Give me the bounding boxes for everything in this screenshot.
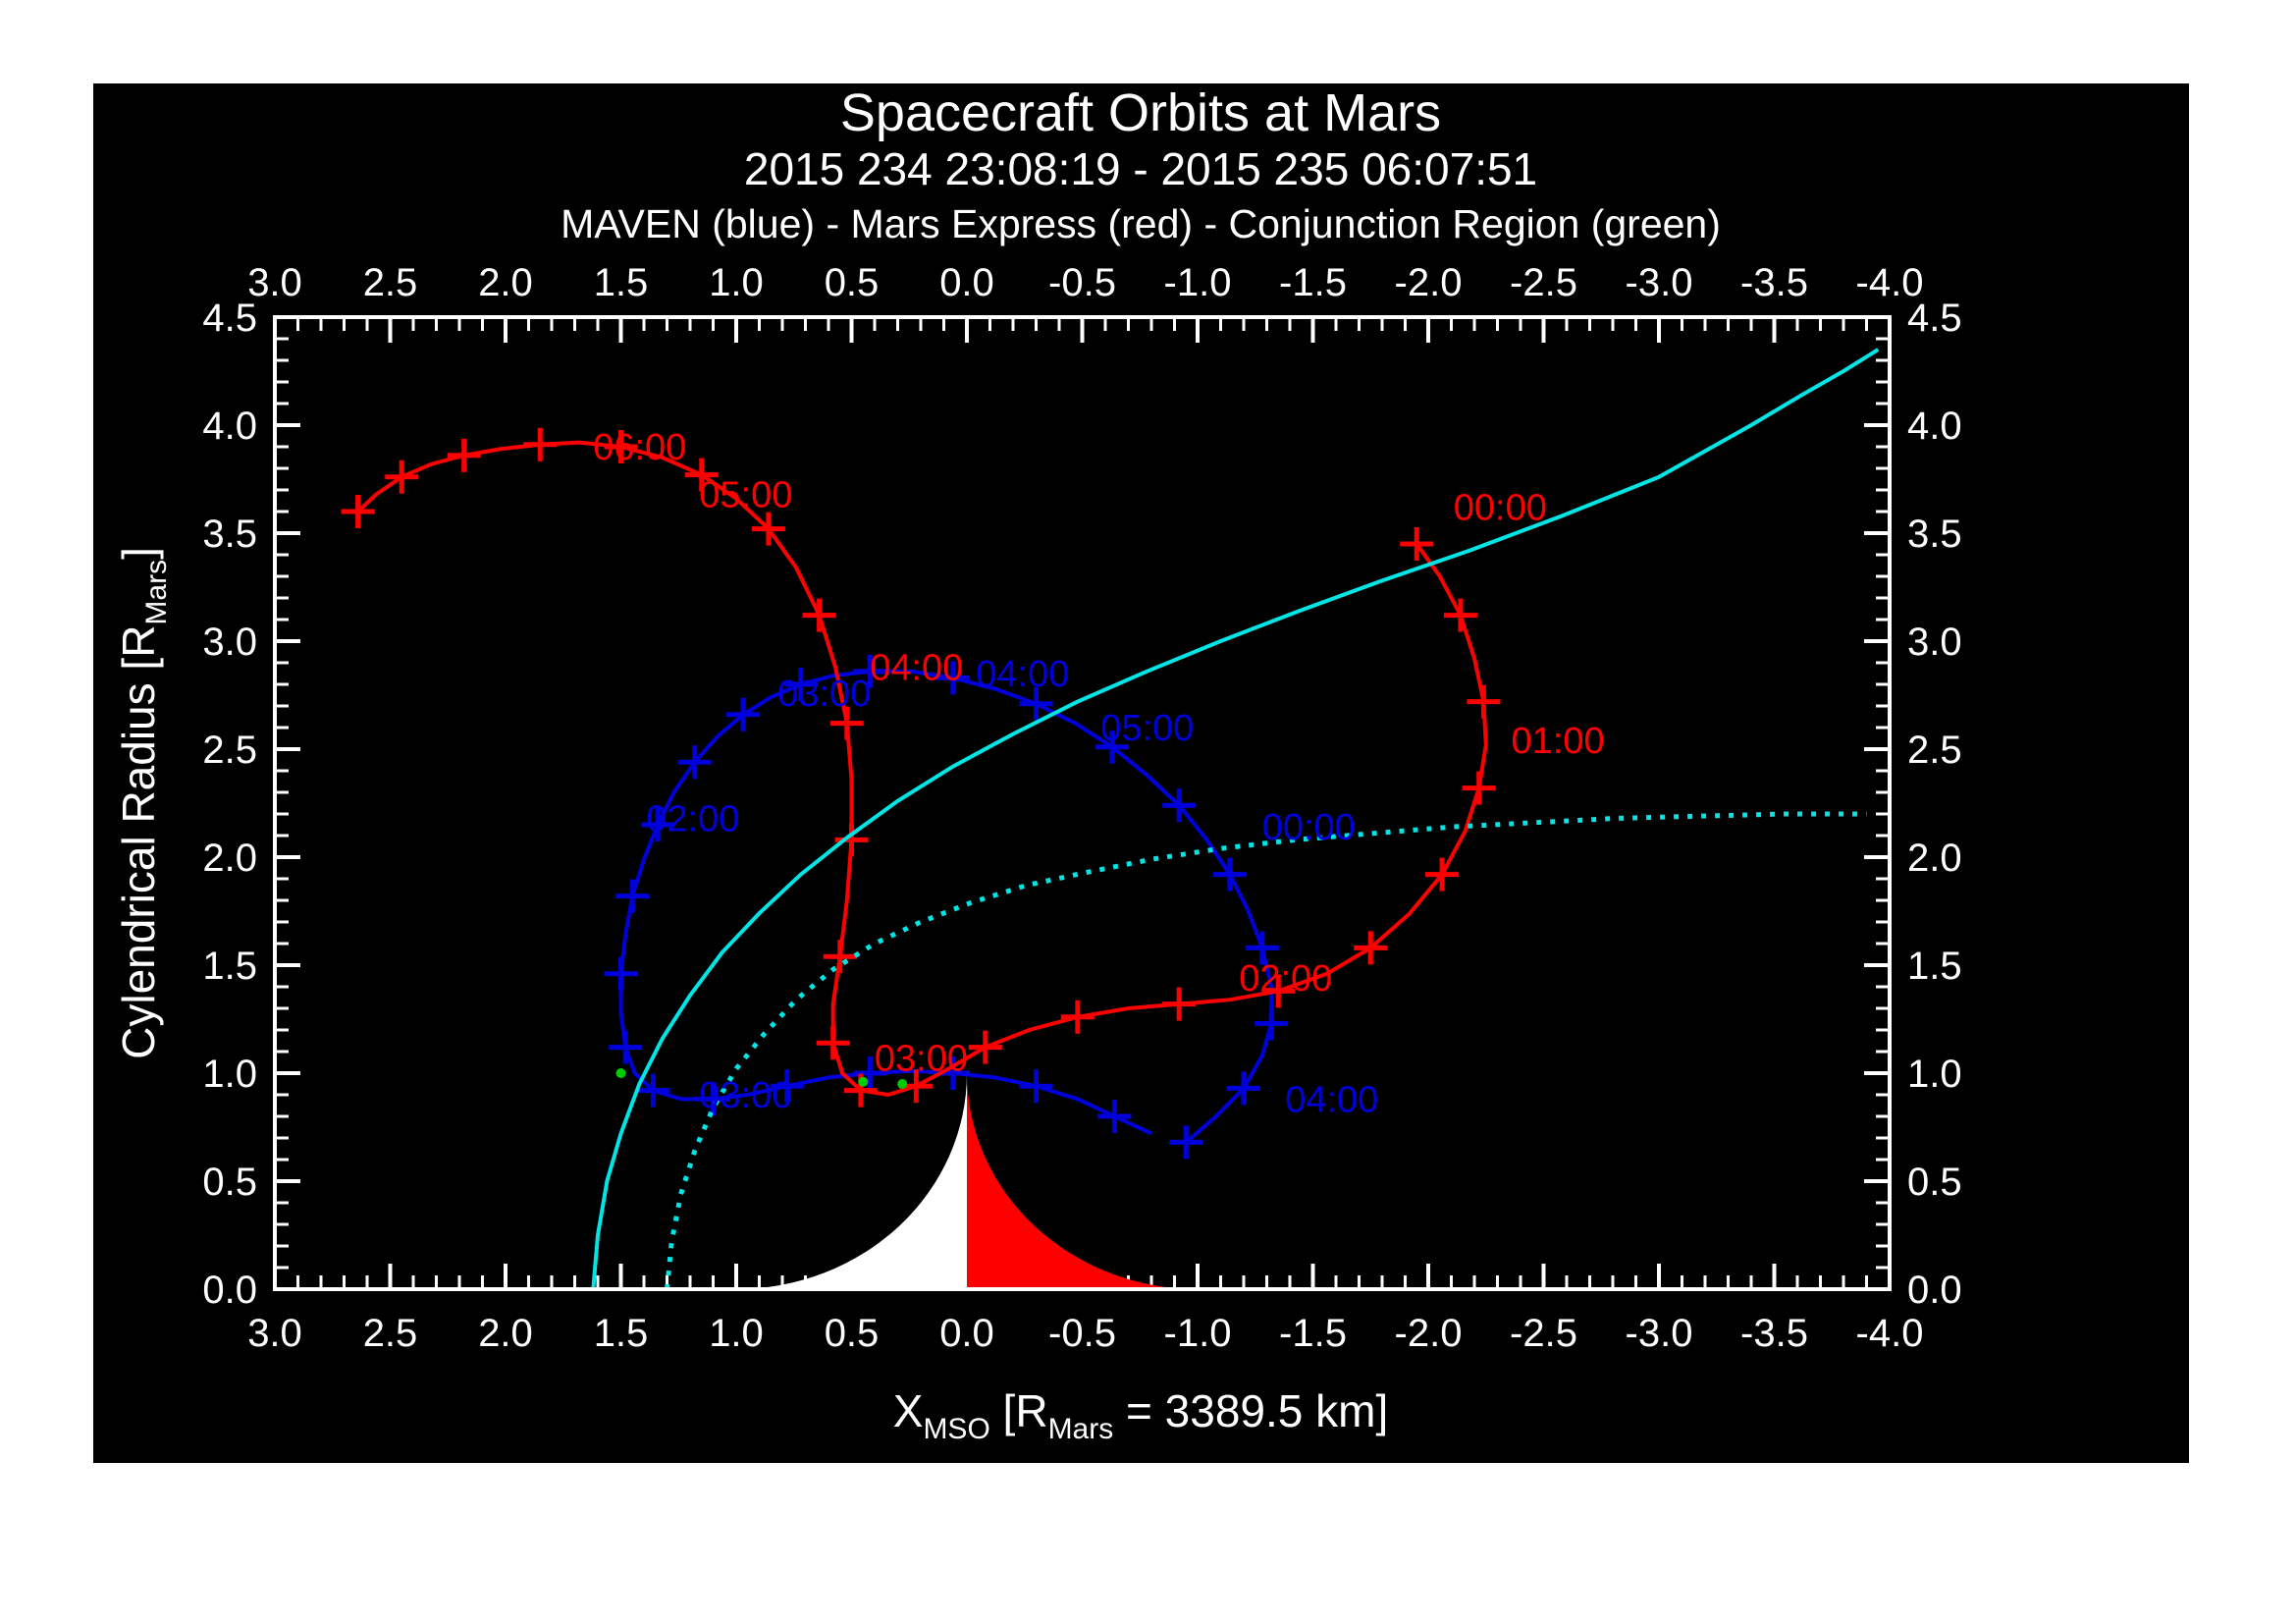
orbit-time-label: 04:00 xyxy=(1285,1079,1378,1120)
x-tick-label-top: 3.0 xyxy=(247,261,302,304)
y-tick-label-right: 2.0 xyxy=(1907,837,1962,880)
x-tick-label-bottom: -4.0 xyxy=(1856,1312,1924,1355)
x-tick-label-top: -0.5 xyxy=(1048,261,1116,304)
y-tick-label-left: 4.0 xyxy=(202,405,257,448)
x-tick-label-top: -2.0 xyxy=(1395,261,1463,304)
y-tick-label-right: 2.5 xyxy=(1907,729,1962,772)
y-tick-label-left: 1.0 xyxy=(202,1053,257,1096)
orbit-time-label: 04:00 xyxy=(976,654,1069,695)
orbit-time-label: 03:00 xyxy=(875,1039,968,1080)
orbit-time-label: 02:00 xyxy=(646,798,739,839)
orbit-time-labels: 00:0002:0003:0004:0004:0005:0003:0000:00… xyxy=(593,427,1604,1120)
x-tick-label-top: -4.0 xyxy=(1856,261,1924,304)
orbit-path-maven xyxy=(618,669,1274,1144)
mars-dayside xyxy=(967,1073,1168,1287)
orbit-time-label: 05:00 xyxy=(699,474,792,515)
y-tick-label-right: 4.5 xyxy=(1907,297,1962,340)
x-tick-label-top: 0.5 xyxy=(825,261,880,304)
x-tick-label-top: -3.5 xyxy=(1740,261,1808,304)
x-tick-label-bottom: 2.5 xyxy=(363,1312,418,1355)
x-tick-label-top: -3.0 xyxy=(1626,261,1693,304)
x-tick-label-top: -2.5 xyxy=(1510,261,1577,304)
mars-nightside xyxy=(766,1073,967,1287)
axis-ticks-left xyxy=(275,315,300,1291)
x-tick-labels-bottom: 3.0 2.5 2.0 1.5 1.0 0.5 0.0 -0.5 -1.0 -1.5 -2.0 -2.… xyxy=(247,1312,1923,1355)
x-tick-label-bottom: 1.0 xyxy=(709,1312,764,1355)
conjunction-marker xyxy=(897,1079,908,1089)
y-tick-label-right: 0.0 xyxy=(1907,1269,1962,1312)
x-tick-label-top: 1.0 xyxy=(709,261,764,304)
x-tick-label-bottom: -1.0 xyxy=(1164,1312,1232,1355)
x-tick-label-top: -1.5 xyxy=(1279,261,1347,304)
axis-ticks-right xyxy=(1864,315,1890,1291)
orbit-time-label: 02:00 xyxy=(1239,958,1332,1000)
y-tick-label-right: 3.5 xyxy=(1907,513,1962,556)
orbit-plot-svg: Spacecraft Orbits at Mars 2015 234 23:08… xyxy=(93,83,2189,1463)
x-tick-label-bottom: -3.5 xyxy=(1740,1312,1808,1355)
x-tick-label-bottom: 2.0 xyxy=(478,1312,533,1355)
y-tick-labels-left: 0.0 0.5 1.0 1.5 2.0 2.5 3.0 3.5 4.0 4.5 xyxy=(202,297,257,1312)
y-tick-label-left: 0.0 xyxy=(202,1269,257,1312)
figure-background xyxy=(93,83,2189,1463)
x-tick-label-bottom: -0.5 xyxy=(1048,1312,1116,1355)
y-tick-label-left: 0.5 xyxy=(202,1161,257,1204)
orbit-time-label: 05:00 xyxy=(1100,708,1194,749)
y-tick-label-right: 1.0 xyxy=(1907,1053,1962,1096)
x-tick-label-bottom: 1.5 xyxy=(594,1312,649,1355)
conjunction-marker xyxy=(858,1076,869,1087)
orbit-path-bow-shock xyxy=(591,348,1880,1287)
mars-disk xyxy=(766,1073,1168,1287)
y-tick-label-left: 3.0 xyxy=(202,621,257,664)
y-tick-label-left: 2.5 xyxy=(202,729,257,772)
x-tick-label-bottom: -3.0 xyxy=(1626,1312,1693,1355)
chart-subtitle: 2015 234 23:08:19 - 2015 235 06:07:51 xyxy=(744,143,1537,194)
y-tick-label-right: 4.0 xyxy=(1907,405,1962,448)
x-tick-label-bottom: 0.0 xyxy=(939,1312,994,1355)
chart-legend-caption: MAVEN (blue) - Mars Express (red) - Conj… xyxy=(561,201,1721,246)
y-tick-label-left: 3.5 xyxy=(202,513,257,556)
x-tick-label-bottom: -1.5 xyxy=(1279,1312,1347,1355)
orbit-path-magnetic-pileup-boundary xyxy=(665,811,1867,1287)
orbit-time-label: 03:00 xyxy=(777,674,871,715)
orbit-time-label: 00:00 xyxy=(1262,807,1356,848)
x-tick-label-bottom: 3.0 xyxy=(247,1312,302,1355)
x-tick-label-top: 2.0 xyxy=(478,261,533,304)
x-tick-label-top: 2.5 xyxy=(363,261,418,304)
orbit-time-label: 06:00 xyxy=(593,427,686,468)
x-tick-label-top: -1.0 xyxy=(1164,261,1232,304)
x-tick-label-bottom: -2.0 xyxy=(1395,1312,1463,1355)
plot-figure: Spacecraft Orbits at Mars 2015 234 23:08… xyxy=(93,83,2189,1463)
x-tick-label-bottom: 0.5 xyxy=(825,1312,880,1355)
orbit-series-group xyxy=(341,348,1880,1287)
y-tick-label-right: 3.0 xyxy=(1907,621,1962,664)
orbit-time-label: 03:00 xyxy=(699,1075,792,1116)
y-tick-label-left: 2.0 xyxy=(202,837,257,880)
y-axis-label: Cylendrical Radius [RMars] xyxy=(113,547,173,1059)
orbit-time-label: 01:00 xyxy=(1512,721,1605,762)
y-tick-labels-right: 0.0 0.5 1.0 1.5 2.0 2.5 3.0 3.5 4.0 4.5 xyxy=(1907,297,1962,1312)
y-tick-label-right: 0.5 xyxy=(1907,1161,1962,1204)
chart-title: Spacecraft Orbits at Mars xyxy=(840,83,1441,142)
x-tick-label-top: 1.5 xyxy=(594,261,649,304)
y-tick-label-right: 1.5 xyxy=(1907,945,1962,988)
y-tick-label-left: 4.5 xyxy=(202,297,257,340)
x-tick-labels-top: 3.0 2.5 2.0 1.5 1.0 0.5 0.0 -0.5 -1.0 -1.5 -2.0 -2.… xyxy=(247,261,1923,304)
y-tick-label-left: 1.5 xyxy=(202,945,257,988)
conjunction-marker xyxy=(615,1068,626,1078)
axis-ticks-top xyxy=(273,317,1892,343)
x-tick-label-top: 0.0 xyxy=(939,261,994,304)
x-tick-label-bottom: -2.5 xyxy=(1510,1312,1577,1355)
plot-frame xyxy=(273,315,1892,1291)
orbit-time-label: 04:00 xyxy=(870,647,963,688)
orbit-time-label: 00:00 xyxy=(1454,488,1547,529)
